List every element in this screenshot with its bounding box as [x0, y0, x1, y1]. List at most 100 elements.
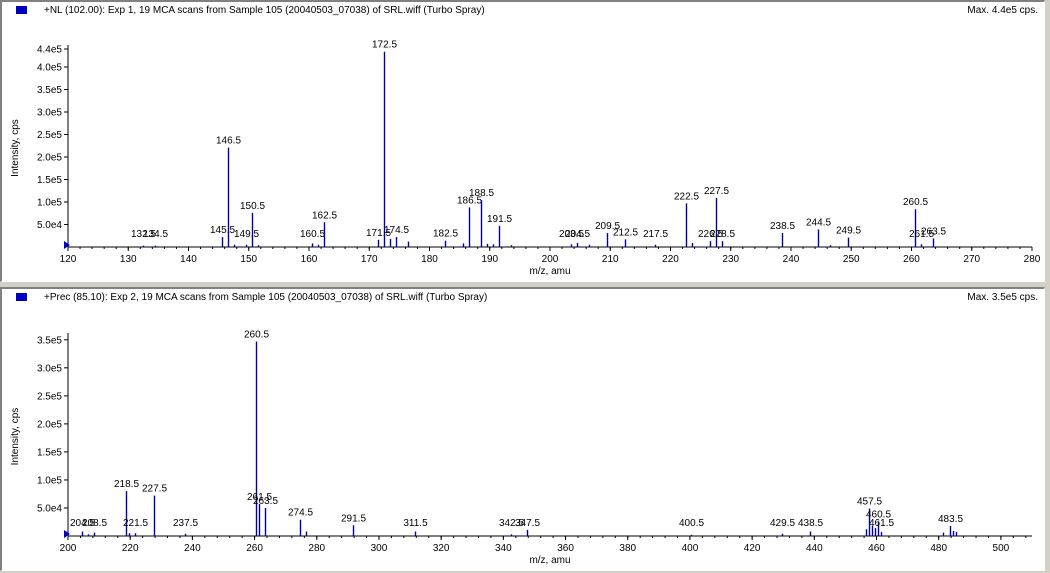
y-tick-label: 4.0e5 [37, 63, 62, 74]
peak-label: 209.5 [595, 221, 620, 232]
panel-title: +Prec (85.10): Exp 2, 19 MCA scans from … [44, 292, 488, 303]
origin-marker [64, 530, 70, 538]
y-tick-label: 1.5e5 [37, 175, 62, 186]
peak-label: 237.5 [173, 518, 198, 529]
peak-label: 149.5 [234, 229, 259, 240]
peak-label: 182.5 [433, 229, 458, 240]
x-tick-label: 220 [122, 543, 139, 554]
x-tick-label: 280 [308, 543, 325, 554]
x-tick-label: 190 [481, 254, 498, 265]
y-tick-label: 2.0e5 [37, 419, 62, 430]
y-tick-label: 3.5e5 [37, 85, 62, 96]
y-tick-label: 2.5e5 [37, 391, 62, 402]
peak-label: 188.5 [469, 188, 494, 199]
peak-label: 461.5 [869, 518, 894, 529]
x-tick-label: 260 [246, 543, 263, 554]
y-tick-label: 4.4e5 [37, 45, 62, 56]
spectrum-plot-nl[interactable]: 5.0e4 1.0e5 1.5e5 2.0e5 2.5e5 3.0e5 3.5e5 4.0e5… [2, 2, 1045, 282]
x-tick-label: 160 [301, 254, 318, 265]
x-axis-label: m/z, amu [529, 266, 570, 277]
origin-marker [64, 241, 70, 249]
peak-label: 244.5 [806, 217, 831, 228]
x-tick-label: 340 [495, 543, 512, 554]
y-tick-label: 2.5e5 [37, 130, 62, 141]
x-tick-label: 220 [662, 254, 679, 265]
peak-label: 438.5 [798, 518, 823, 529]
panel-header: +Prec (85.10): Exp 2, 19 MCA scans from … [2, 291, 1044, 307]
peak-label: 145.5 [210, 225, 235, 236]
x-tick-label: 460 [868, 543, 885, 554]
peak-label: 172.5 [372, 40, 397, 51]
peak-label: 238.5 [770, 221, 795, 232]
peak-label: 222.5 [674, 191, 699, 202]
series-color-marker [16, 293, 27, 301]
peak-label: 186.5 [457, 195, 482, 206]
peak-label: 400.5 [679, 518, 704, 529]
peak-label: 228.5 [710, 229, 735, 240]
series-color-marker [16, 6, 27, 14]
peak-label: 171.5 [366, 228, 391, 239]
y-axis-label: Intensity, cps [10, 408, 21, 466]
peak-label: 146.5 [216, 136, 241, 147]
peak-label: 263.5 [253, 496, 278, 507]
y-axis-label: Intensity, cps [10, 119, 21, 177]
peak-label: 217.5 [643, 229, 668, 240]
peak-label: 260.5 [903, 197, 928, 208]
x-tick-label: 500 [993, 543, 1010, 554]
peak-label: 347.5 [515, 518, 540, 529]
max-intensity-label: Max. 4.4e5 cps. [967, 5, 1038, 16]
peak-label: 291.5 [341, 513, 366, 524]
peak-label: 261.5 [909, 229, 934, 240]
x-tick-label: 260 [903, 254, 920, 265]
peak-label: 249.5 [836, 226, 861, 237]
y-tick-label: 1.5e5 [37, 447, 62, 458]
x-tick-label: 120 [60, 254, 77, 265]
y-tick-label: 3.0e5 [37, 108, 62, 119]
peak-label: 212.5 [613, 227, 638, 238]
panel-title: +NL (102.00): Exp 1, 19 MCA scans from S… [44, 5, 485, 16]
x-tick-label: 400 [682, 543, 699, 554]
y-tick-label: 3.0e5 [37, 363, 62, 374]
y-tick-label: 5.0e4 [37, 503, 62, 514]
y-tick-label: 5.0e4 [37, 220, 62, 231]
y-tick-label: 1.0e5 [37, 475, 62, 486]
peak-label: 134.5 [143, 229, 168, 240]
peak-label: 483.5 [938, 514, 963, 525]
peak-label: 150.5 [240, 201, 265, 212]
y-tick-label: 2.0e5 [37, 153, 62, 164]
peak-label: 460.5 [866, 509, 891, 520]
x-tick-label: 280 [1024, 254, 1041, 265]
peak-label: 260.5 [244, 329, 269, 340]
x-axis-label: m/z, amu [529, 555, 570, 566]
peak-label: 226.5 [698, 229, 723, 240]
peak-label: 204.5 [565, 229, 590, 240]
x-tick-label: 130 [120, 254, 137, 265]
x-tick-label: 200 [60, 543, 77, 554]
peak-label: 203.5 [559, 229, 584, 240]
y-tick-label: 1.0e5 [37, 198, 62, 209]
spectrum-plot-prec[interactable]: 5.0e4 1.0e5 1.5e5 2.0e5 2.5e5 3.0e5 3.5e5 200 22… [2, 289, 1045, 571]
y-tick-label: 3.5e5 [37, 335, 62, 346]
spectrum-panel-prec: +Prec (85.10): Exp 2, 19 MCA scans from … [0, 287, 1045, 571]
x-tick-label: 240 [184, 543, 201, 554]
x-tick-label: 170 [361, 254, 378, 265]
peak-label: 274.5 [288, 508, 313, 519]
peak-label: 227.5 [704, 186, 729, 197]
x-tick-label: 270 [963, 254, 980, 265]
peak-label: 162.5 [312, 210, 337, 221]
peak-label: 191.5 [487, 214, 512, 225]
x-tick-label: 420 [744, 543, 761, 554]
peak-label: 174.5 [384, 225, 409, 236]
peak-label: 218.5 [114, 479, 139, 490]
peak-label: 204.5 [70, 518, 95, 529]
x-tick-label: 150 [240, 254, 257, 265]
x-tick-label: 380 [619, 543, 636, 554]
x-tick-label: 440 [806, 543, 823, 554]
spectrum-panel-nl: +NL (102.00): Exp 1, 19 MCA scans from S… [0, 0, 1045, 282]
x-tick-label: 300 [371, 543, 388, 554]
x-tick-label: 200 [542, 254, 559, 265]
peak-label: 429.5 [770, 518, 795, 529]
peak-label: 311.5 [403, 518, 428, 529]
panel-header: +NL (102.00): Exp 1, 19 MCA scans from S… [2, 4, 1044, 20]
x-tick-label: 180 [421, 254, 438, 265]
